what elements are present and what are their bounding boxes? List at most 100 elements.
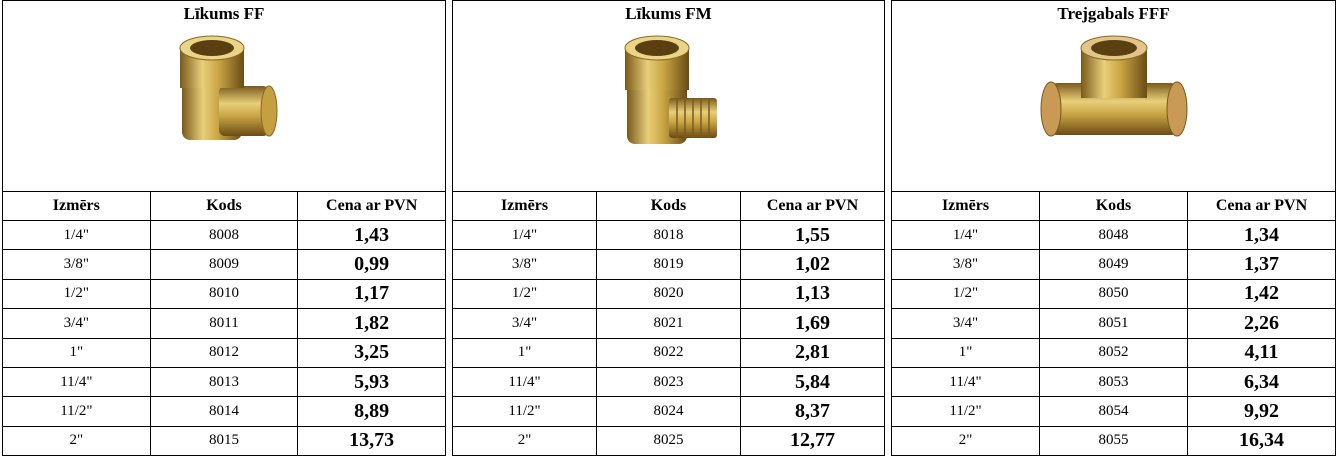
table-row: 1" 8022 2,81 bbox=[452, 337, 885, 368]
code-cell: 8011 bbox=[149, 308, 299, 339]
table-row: 2" 8025 12,77 bbox=[452, 425, 885, 456]
size-cell: 11/2" bbox=[891, 396, 1040, 427]
code-cell: 8009 bbox=[149, 249, 299, 280]
price-cell: 1,42 bbox=[1187, 278, 1336, 310]
header-cell: Trejgabals FFF bbox=[891, 0, 1336, 192]
table-row: 1/2" 8010 1,17 bbox=[2, 278, 446, 310]
size-cell: 1/4" bbox=[891, 219, 1040, 251]
table-row: 11/4" 8053 6,34 bbox=[891, 366, 1336, 398]
code-cell: 8008 bbox=[149, 219, 299, 251]
size-cell: 2" bbox=[2, 425, 151, 456]
size-cell: 11/4" bbox=[891, 366, 1040, 398]
size-cell: 3/8" bbox=[891, 249, 1040, 280]
size-cell: 3/4" bbox=[452, 308, 597, 339]
code-cell: 8054 bbox=[1039, 396, 1188, 427]
price-cell: 1,43 bbox=[297, 219, 446, 251]
size-cell: 3/8" bbox=[452, 249, 597, 280]
size-cell: 1/2" bbox=[452, 278, 597, 310]
table-row: 1" 8052 4,11 bbox=[891, 337, 1336, 368]
column-header: Cena ar PVN bbox=[1187, 191, 1336, 221]
code-cell: 8015 bbox=[149, 425, 299, 456]
size-cell: 3/8" bbox=[2, 249, 151, 280]
table-row: 1/2" 8050 1,42 bbox=[891, 278, 1336, 310]
price-cell: 1,55 bbox=[740, 219, 885, 251]
table-row: 11/2" 8054 9,92 bbox=[891, 396, 1336, 427]
table-row: 2" 8015 13,73 bbox=[2, 425, 446, 456]
price-cell: 1,17 bbox=[297, 278, 446, 310]
price-cell: 6,34 bbox=[1187, 366, 1336, 398]
column-header: Kods bbox=[596, 191, 741, 221]
column-header: Izmērs bbox=[2, 191, 151, 221]
table-row: 3/4" 8021 1,69 bbox=[452, 308, 885, 339]
code-cell: 8020 bbox=[596, 278, 741, 310]
code-cell: 8055 bbox=[1039, 425, 1188, 456]
table-row: 1" 8012 3,25 bbox=[2, 337, 446, 368]
size-cell: 1" bbox=[452, 337, 597, 368]
code-cell: 8022 bbox=[596, 337, 741, 368]
panel: Trejgabals FFF Izmērs Kods Cena ar PVN 1/4"… bbox=[891, 0, 1336, 456]
code-cell: 8019 bbox=[596, 249, 741, 280]
size-cell: 11/4" bbox=[2, 366, 151, 398]
code-cell: 8012 bbox=[149, 337, 299, 368]
price-cell: 8,89 bbox=[297, 396, 446, 427]
table-title: Līkums FM bbox=[625, 4, 712, 23]
code-cell: 8050 bbox=[1039, 278, 1188, 310]
price-cell: 2,26 bbox=[1187, 308, 1336, 339]
size-cell: 11/4" bbox=[452, 366, 597, 398]
price-cell: 1,13 bbox=[740, 278, 885, 310]
fitting-image bbox=[179, 35, 278, 140]
column-header: Izmērs bbox=[452, 191, 597, 221]
header-row: Izmērs Kods Cena ar PVN bbox=[452, 191, 885, 221]
table-row: 3/8" 8009 0,99 bbox=[2, 249, 446, 280]
code-cell: 8024 bbox=[596, 396, 741, 427]
code-cell: 8021 bbox=[596, 308, 741, 339]
column-header: Kods bbox=[149, 191, 299, 221]
table-row: 11/2" 8014 8,89 bbox=[2, 396, 446, 427]
code-cell: 8048 bbox=[1039, 219, 1188, 251]
size-cell: 2" bbox=[452, 425, 597, 456]
price-cell: 1,37 bbox=[1187, 249, 1336, 280]
price-cell: 9,92 bbox=[1187, 396, 1336, 427]
table-row: 1/2" 8020 1,13 bbox=[452, 278, 885, 310]
table-row: 11/4" 8023 5,84 bbox=[452, 366, 885, 398]
table-row: 3/8" 8019 1,02 bbox=[452, 249, 885, 280]
header-cell: Līkums FF bbox=[2, 0, 446, 192]
fitting-image bbox=[624, 35, 717, 144]
price-table: Līkums FM Izmērs Kods Cena ar PVN 1/4" 8018 1… bbox=[452, 0, 885, 456]
column-header: Cena ar PVN bbox=[297, 191, 446, 221]
code-cell: 8023 bbox=[596, 366, 741, 398]
price-cell: 1,34 bbox=[1187, 219, 1336, 251]
table-row: 1/4" 8018 1,55 bbox=[452, 219, 885, 251]
size-cell: 1/2" bbox=[2, 278, 151, 310]
panel: Līkums FM Izmērs Kods Cena ar PVN 1/4" 8018 1… bbox=[452, 0, 885, 456]
code-cell: 8013 bbox=[149, 366, 299, 398]
table-row: 3/8" 8049 1,37 bbox=[891, 249, 1336, 280]
code-cell: 8053 bbox=[1039, 366, 1188, 398]
table-row: 3/4" 8051 2,26 bbox=[891, 308, 1336, 339]
price-cell: 13,73 bbox=[297, 425, 446, 456]
code-cell: 8014 bbox=[149, 396, 299, 427]
table-row: 11/4" 8013 5,93 bbox=[2, 366, 446, 398]
code-cell: 8018 bbox=[596, 219, 741, 251]
table-row: 3/4" 8011 1,82 bbox=[2, 308, 446, 339]
code-cell: 8051 bbox=[1039, 308, 1188, 339]
price-cell: 5,93 bbox=[297, 366, 446, 398]
code-cell: 8025 bbox=[596, 425, 741, 456]
header-row: Izmērs Kods Cena ar PVN bbox=[2, 191, 446, 221]
size-cell: 1/4" bbox=[452, 219, 597, 251]
table-row: 11/2" 8024 8,37 bbox=[452, 396, 885, 427]
table-row: 1/4" 8008 1,43 bbox=[2, 219, 446, 251]
column-header: Kods bbox=[1039, 191, 1188, 221]
size-cell: 1" bbox=[2, 337, 151, 368]
table-row: 2" 8055 16,34 bbox=[891, 425, 1336, 456]
price-cell: 3,25 bbox=[297, 337, 446, 368]
price-cell: 1,69 bbox=[740, 308, 885, 339]
size-cell: 1/4" bbox=[2, 219, 151, 251]
size-cell: 11/2" bbox=[452, 396, 597, 427]
table-row: 1/4" 8048 1,34 bbox=[891, 219, 1336, 251]
price-cell: 5,84 bbox=[740, 366, 885, 398]
size-cell: 3/4" bbox=[2, 308, 151, 339]
size-cell: 11/2" bbox=[2, 396, 151, 427]
header-row: Izmērs Kods Cena ar PVN bbox=[891, 191, 1336, 221]
